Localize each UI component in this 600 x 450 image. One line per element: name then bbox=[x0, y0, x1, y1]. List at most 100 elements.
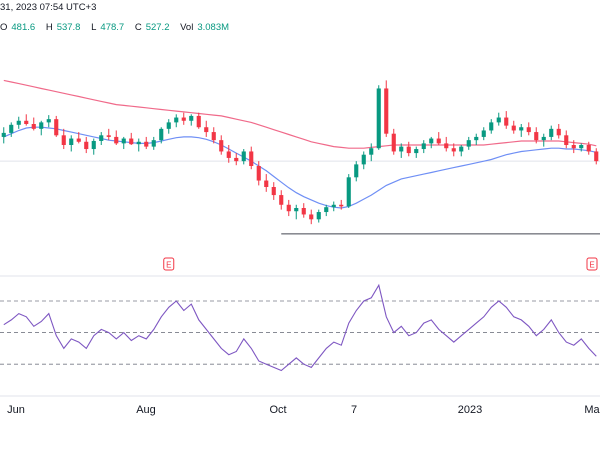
earnings-icon bbox=[586, 257, 598, 271]
x-axis-tick-label: Jun bbox=[7, 404, 25, 416]
candle-body bbox=[204, 127, 209, 133]
candle-body bbox=[219, 140, 224, 152]
earnings-marker-label: E bbox=[589, 261, 594, 270]
candle-body bbox=[16, 120, 21, 125]
candle-body bbox=[384, 88, 389, 134]
candle-body bbox=[316, 212, 321, 220]
candle-body bbox=[526, 127, 531, 133]
candle-body bbox=[286, 204, 291, 212]
candle-body bbox=[354, 164, 359, 178]
candle-body bbox=[324, 207, 329, 213]
candle-body bbox=[399, 146, 404, 152]
candle-body bbox=[586, 145, 591, 152]
candle-body bbox=[346, 177, 351, 207]
candle-body bbox=[549, 128, 554, 137]
candle-body bbox=[309, 214, 314, 220]
candle-body bbox=[579, 145, 584, 149]
candle-body bbox=[256, 166, 261, 181]
earnings-icon bbox=[163, 257, 175, 271]
candle-body bbox=[466, 140, 471, 147]
candle-body bbox=[264, 180, 269, 187]
candle-body bbox=[144, 141, 149, 147]
candle-body bbox=[76, 138, 81, 142]
candle-body bbox=[556, 128, 561, 136]
candle-body bbox=[84, 141, 89, 150]
candle-body bbox=[189, 115, 194, 121]
candle-body bbox=[121, 138, 126, 144]
legend-close: C 527.2 bbox=[134, 22, 170, 33]
candle-body bbox=[159, 128, 164, 141]
candle-body bbox=[361, 154, 366, 165]
legend-high: H 537.8 bbox=[45, 22, 81, 33]
rsi-line bbox=[3, 283, 597, 372]
candle-body bbox=[69, 138, 74, 145]
candle-body bbox=[571, 145, 576, 149]
candle-body bbox=[54, 119, 59, 136]
candle-body bbox=[474, 136, 479, 141]
candle-body bbox=[174, 117, 179, 123]
candle-body bbox=[511, 125, 516, 131]
chart-legend: 31, 2023 07:54 UTC+3 O 481.6 H 537.8 L 478.… bbox=[0, 0, 600, 40]
candle-body bbox=[106, 135, 111, 137]
candle-body bbox=[271, 187, 276, 196]
candle-body bbox=[129, 138, 134, 145]
candle-body bbox=[564, 135, 569, 145]
candle-body bbox=[9, 124, 14, 133]
legend-volume: Vol 3.083M bbox=[180, 22, 230, 33]
candle-body bbox=[496, 117, 501, 123]
candle-body bbox=[211, 132, 216, 141]
candle-body bbox=[391, 133, 396, 152]
candle-body bbox=[294, 208, 299, 212]
ma-fast-line bbox=[3, 126, 597, 209]
candle-body bbox=[46, 119, 51, 123]
x-axis-tick-label: Ma bbox=[584, 404, 600, 416]
earnings-marker-label: E bbox=[166, 261, 171, 270]
x-axis-tick-label: 2023 bbox=[458, 404, 482, 416]
candle-body bbox=[279, 195, 284, 205]
candle-body bbox=[451, 148, 456, 152]
ma-slow-line bbox=[3, 79, 597, 149]
candle-body bbox=[436, 138, 441, 144]
candle-body bbox=[234, 157, 239, 162]
candle-body bbox=[406, 146, 411, 154]
candle-body bbox=[489, 122, 494, 131]
legend-open: O 481.6 bbox=[0, 22, 36, 33]
x-axis-tick-label: Oct bbox=[269, 404, 286, 416]
candle-body bbox=[166, 122, 171, 129]
candle-body bbox=[414, 149, 419, 154]
candle-body bbox=[369, 148, 374, 155]
candle-body bbox=[331, 204, 336, 208]
candle-body bbox=[1, 132, 6, 137]
candle-body bbox=[339, 204, 344, 207]
candle-body bbox=[241, 151, 246, 162]
candle-body bbox=[519, 127, 524, 131]
candle-body bbox=[91, 140, 96, 150]
x-axis-tick-label: 7 bbox=[351, 404, 357, 416]
candle-body bbox=[31, 124, 36, 129]
candle-body bbox=[504, 117, 509, 126]
legend-datetime: 31, 2023 07:54 UTC+3 bbox=[0, 2, 97, 13]
candle-body bbox=[151, 140, 156, 147]
candle-body bbox=[196, 115, 201, 128]
candle-body bbox=[594, 151, 599, 162]
candle-body bbox=[181, 117, 186, 121]
legend-low: L 478.7 bbox=[91, 22, 125, 33]
candle-body bbox=[481, 130, 486, 137]
candle-body bbox=[459, 146, 464, 152]
candle-body bbox=[376, 88, 381, 149]
candle-body bbox=[421, 143, 426, 150]
x-axis-tick-label: Aug bbox=[136, 404, 156, 416]
candle-body bbox=[301, 208, 306, 215]
candle-body bbox=[136, 141, 141, 145]
candle-body bbox=[249, 151, 254, 166]
candle-body bbox=[429, 138, 434, 144]
candle-body bbox=[39, 122, 44, 129]
candle-body bbox=[99, 135, 104, 141]
candle-body bbox=[534, 132, 539, 141]
legend-ohlc: O 481.6 H 537.8 L 478.7 C 527.2 Vol 3.083M bbox=[0, 22, 237, 33]
candle-body bbox=[226, 151, 231, 158]
candle-body bbox=[24, 120, 29, 124]
candle-body bbox=[61, 135, 66, 145]
